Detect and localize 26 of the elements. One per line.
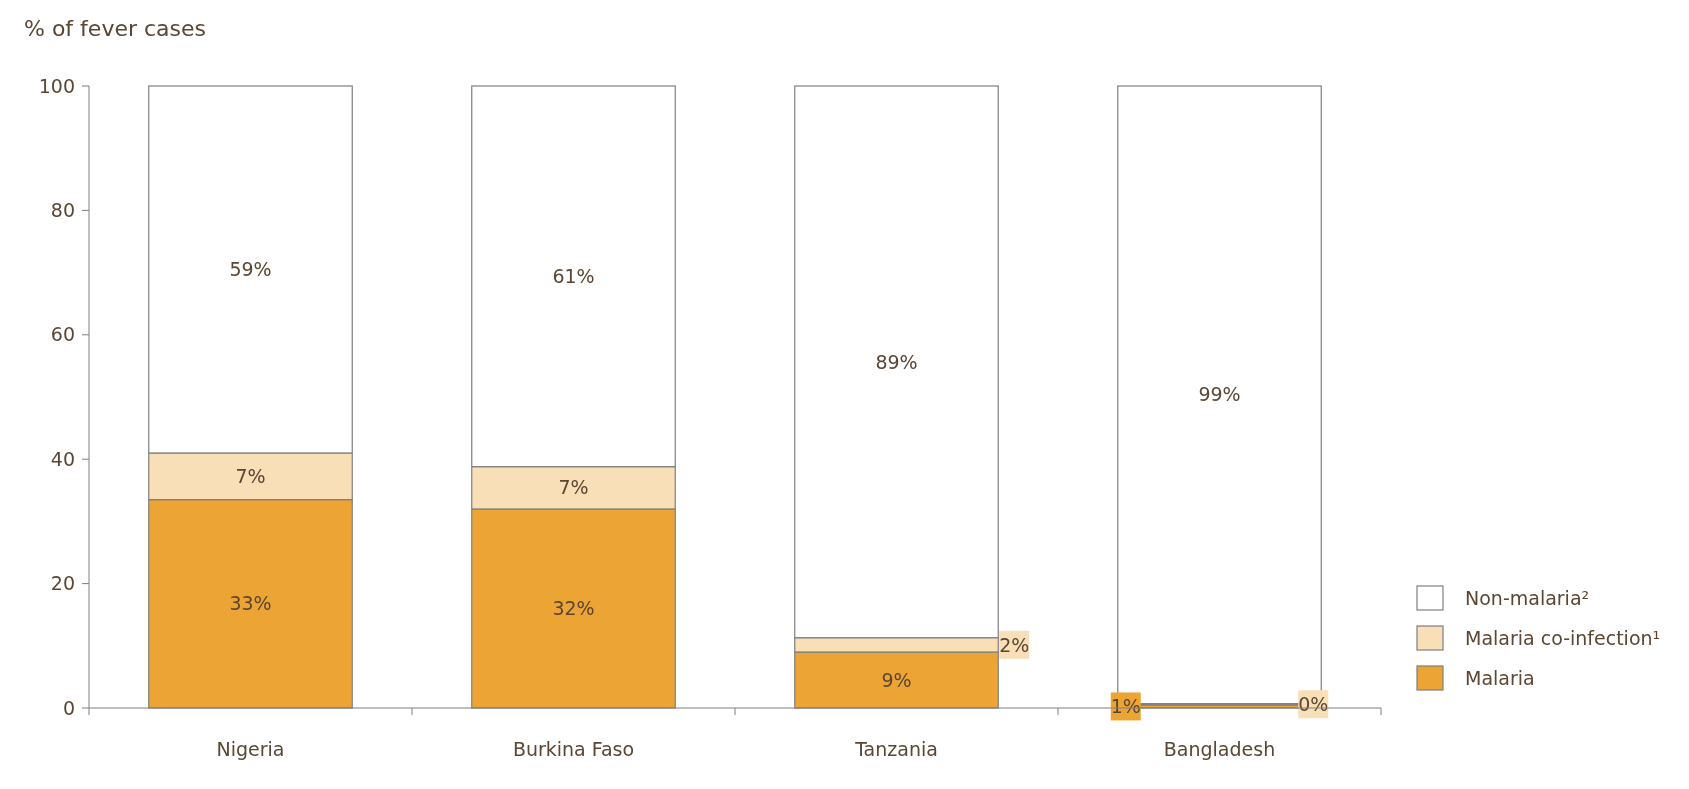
y-axis-title: % of fever cases [24,16,207,41]
y-tick-label: 20 [50,572,75,595]
data-label: 9% [881,668,912,691]
legend-label: Non-malaria² [1465,586,1590,609]
x-tick-label: Burkina Faso [512,738,635,760]
data-label: 7% [558,476,589,499]
y-tick-label: 0 [62,696,75,719]
data-label: 1% [1110,695,1141,718]
data-label: 2% [999,633,1030,656]
data-label: 7% [235,464,266,487]
y-tick-label: 60 [50,323,75,346]
y-tick-label: 100 [38,74,75,97]
x-tick-label: Tanzania [854,738,938,760]
legend-label: Malaria [1465,666,1535,689]
y-tick-label: 80 [50,199,75,222]
data-label: 89% [875,350,918,373]
data-label: 61% [552,264,595,287]
y-tick-label: 40 [50,447,75,470]
x-tick-label: Bangladesh [1163,738,1276,760]
data-label: 0% [1298,692,1329,715]
data-label: 33% [229,592,272,615]
data-label: 99% [1198,383,1241,406]
x-tick-label: Nigeria [216,738,285,760]
data-label: 32% [552,597,595,620]
legend-label: Malaria co-infection¹ [1465,626,1661,649]
data-label: 59% [229,258,272,281]
